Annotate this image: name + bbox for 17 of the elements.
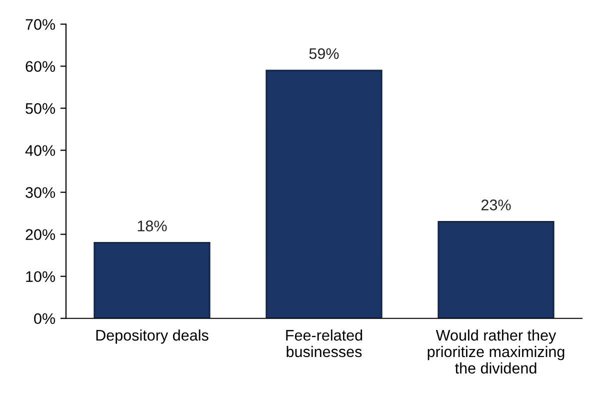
y-tick-label: 30%: [26, 187, 56, 198]
y-tick-label: 70%: [26, 19, 56, 30]
data-label: 23%: [481, 200, 511, 210]
bar: [438, 221, 554, 318]
data-label: 18%: [138, 220, 167, 232]
x-tick-label: Would rather they prioritize maximizing the dividend: [428, 329, 564, 374]
y-tick-label: 20%: [26, 229, 56, 240]
x-tick-label: Fee-related businesses: [286, 329, 362, 358]
y-tick-label: 60%: [26, 61, 56, 72]
bar: [266, 70, 382, 318]
y-tick-label: 10%: [26, 271, 56, 282]
x-tick-label: Depository deals: [96, 329, 208, 344]
y-tick-label: 50%: [26, 103, 56, 114]
y-tick-label: 0%: [34, 313, 56, 324]
y-tick-label: 40%: [25, 145, 56, 156]
bar: [94, 242, 210, 318]
data-label: 59%: [309, 48, 339, 60]
